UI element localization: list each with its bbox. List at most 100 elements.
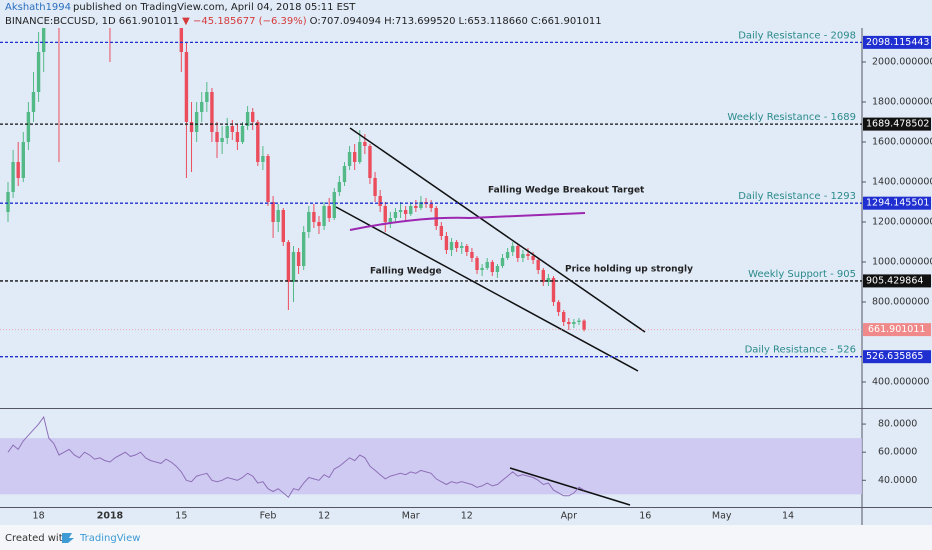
candle-body [312,212,316,222]
level-price-box [863,350,931,364]
candle-body [327,206,331,218]
candle-body [245,112,250,126]
candle-body [352,152,357,162]
published: published on TradingView.com, April 04, … [73,2,356,13]
candle-body [541,270,545,282]
candle-body [465,246,469,252]
candle-body [536,260,540,270]
candle-body [444,236,449,250]
candle-body [230,126,235,132]
candle-body [511,246,515,252]
current-price-box [863,323,931,337]
candle-body [475,258,479,270]
header-row2: BINANCE:BCCUSD, 1D 661.901011 ▼ −45.185677… [5,15,605,29]
candle-body [337,182,342,192]
x-tick-label: Apr [561,511,578,522]
rsi-tick-label: 80.0000 [878,419,917,430]
rsi-line [7,415,585,498]
annotation: Falling Wedge Breakout Target [488,186,645,196]
x-tick-label: 2018 [97,511,124,522]
candle-body [449,242,454,250]
candle-body [31,92,36,112]
x-tick-label: 12 [318,511,330,522]
candle-body [184,52,189,122]
tv-logo [62,533,74,543]
candle-body [561,312,566,322]
y-tick-label: 400.000000 [872,377,929,388]
candle-body [225,126,229,138]
candle-body [41,28,46,52]
drawings [335,127,646,506]
candle-body [332,192,336,218]
candle-body [296,252,301,266]
footer-brand: TradingView [79,533,140,544]
level-label: Daily Resistance - 1293 [738,191,856,202]
candle-body [276,210,280,222]
candle-body [307,212,311,232]
footer-bar [0,525,932,550]
y-tick-label: 1800.000000 [872,97,932,108]
candle-body [460,246,464,248]
candle-body [179,28,184,52]
high: H:713.699520 [384,16,456,27]
candle-body [393,212,398,218]
candle-body [495,266,500,272]
candle-body [485,262,489,268]
candle-body [6,192,10,212]
level-price-box [863,117,931,131]
candle-body [322,206,326,226]
candle-body [240,126,245,142]
candle-body [281,210,285,242]
candle-body [546,278,551,282]
candle-body [194,112,199,132]
candle-body [342,166,347,182]
y-tick-label: 800.000000 [872,297,929,308]
candle-body [439,226,444,236]
candle-body [414,206,418,208]
current-price-label: 661.901011 [868,324,925,335]
level-label: Weekly Resistance - 1689 [727,112,856,123]
candle-body [215,132,219,142]
x-tick-label: Feb [260,511,277,522]
candle-body [551,278,556,302]
candle-body [480,268,484,270]
rsi-tick-label: 60.0000 [878,447,917,458]
candle-body [470,252,474,258]
level-price: 1689.478502 [866,119,929,130]
change: ▼ −45.185677 (−6.39%) [182,16,307,27]
last: 661.901011 [118,16,180,27]
candle-body [220,138,224,142]
level-price: 905.429864 [866,275,923,286]
background [0,0,932,525]
candle-body [582,320,586,330]
symbol: BINANCE:BCCUSD, 1D [5,16,116,27]
candle-body [235,132,240,142]
candle-body [256,122,260,162]
header-row1: Akshath1994 published on TradingView.com,… [5,1,605,15]
level-label: Weekly Support - 905 [748,269,856,280]
candle-body [363,142,367,146]
candle-body [577,320,581,322]
x-tick-label: 16 [639,511,651,522]
level-price: 526.635865 [866,351,923,362]
y-tick-label: 1000.000000 [872,257,932,268]
x-tick-label: 14 [782,511,794,522]
candle-body [526,254,530,256]
level-price-box [863,274,931,288]
candle-body [409,206,413,214]
candle-body [210,92,214,132]
candle-body [16,162,20,178]
candle-body [317,222,321,226]
rsi-tick-label: 40.0000 [878,475,917,486]
open: O:707.094094 [309,16,382,27]
candle-body [419,202,423,208]
candle-body [358,142,362,162]
rsi-band [0,438,862,495]
candle-body [505,252,510,258]
candle-body [567,322,571,324]
candle-body [21,142,25,178]
level-label: Daily Resistance - 2098 [738,30,856,41]
candle-body [516,246,520,258]
candle-body [531,256,535,260]
candle-body [383,206,387,222]
